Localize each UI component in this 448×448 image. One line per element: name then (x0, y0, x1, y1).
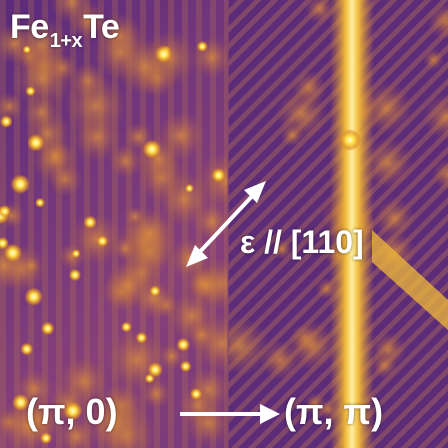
adatom-spot (149, 285, 161, 297)
adatom-spot (22, 45, 32, 54)
surface-glow-patch (422, 94, 448, 141)
surface-glow-patch (196, 151, 228, 210)
surface-glow-patch (192, 202, 228, 241)
adatom-spot (11, 393, 30, 412)
adatom-spot (211, 167, 227, 183)
adatom-spot (63, 401, 83, 421)
surface-glow-patch (362, 137, 414, 189)
adatom-spot (135, 331, 148, 344)
adatom-spot (120, 321, 132, 333)
surface-glow-patch (259, 339, 301, 381)
surface-glow-patch (85, 391, 144, 448)
surface-glow-patch (186, 319, 218, 351)
phase-transition-arrow (180, 404, 280, 424)
adatom-spot (3, 243, 23, 263)
surface-glow-patch (423, 49, 444, 70)
adatom-spot (25, 85, 36, 97)
adatom-spot (10, 174, 31, 195)
adatom-spot (179, 360, 192, 373)
surface-glow-patch (291, 70, 327, 106)
adatom-spot (184, 183, 194, 193)
adatom-spot (0, 236, 10, 250)
adatom-spot (83, 215, 97, 230)
strain-direction-label: ε // [110] (240, 224, 364, 260)
surface-glow-patch (373, 197, 415, 239)
surface-glow-patch (135, 135, 183, 183)
surface-glow-patch (22, 93, 61, 132)
adatom-spot (24, 287, 43, 307)
adatom-spot (154, 44, 173, 64)
adatom-spot (26, 133, 45, 152)
surface-glow-patch (280, 123, 304, 148)
surface-glow-patch (49, 0, 94, 24)
surface-glow-patch (305, 0, 335, 24)
bright-ridge-vertical (330, 0, 374, 448)
adatom-spot (39, 432, 53, 445)
surface-glow-patch (184, 399, 228, 447)
adatom-spot (196, 40, 208, 53)
surface-glow-patch (47, 161, 83, 197)
surface-glow-patch (0, 92, 24, 121)
adatom-spot (96, 235, 109, 248)
surface-glow-patch (58, 242, 86, 270)
adatom-spot (176, 337, 191, 352)
adatom-spot (189, 387, 203, 401)
surface-glow-patch (370, 352, 398, 379)
surface-glow-patch (228, 316, 270, 376)
surface-glow-patch (132, 277, 174, 319)
surface-glow-patch (64, 74, 128, 138)
adatom-spot (68, 268, 82, 282)
adatom-spot (0, 115, 13, 128)
phase-end-label: (π, π) (284, 391, 384, 432)
surface-glow-patch (124, 205, 146, 227)
bright-ridge-diagonal (372, 230, 448, 330)
surface-glow-patch (271, 239, 293, 260)
left-domain (0, 0, 228, 448)
strain-arrow (186, 181, 266, 267)
right-domain (228, 0, 448, 448)
material-formula: Fe1+xTe (10, 8, 120, 52)
surface-glow-patch (432, 158, 448, 191)
adatom-spot (147, 361, 163, 378)
adatom-spot (20, 342, 34, 356)
surface-glow-patch (427, 2, 448, 40)
adatom-spot (35, 197, 45, 208)
phase-start-label: (π, 0) (26, 391, 118, 432)
adatom-spot (40, 321, 55, 336)
adatom-spot (142, 139, 162, 159)
surface-glow-patch (58, 356, 109, 407)
adatom-spot (71, 249, 81, 259)
adatom-spot (0, 204, 12, 218)
